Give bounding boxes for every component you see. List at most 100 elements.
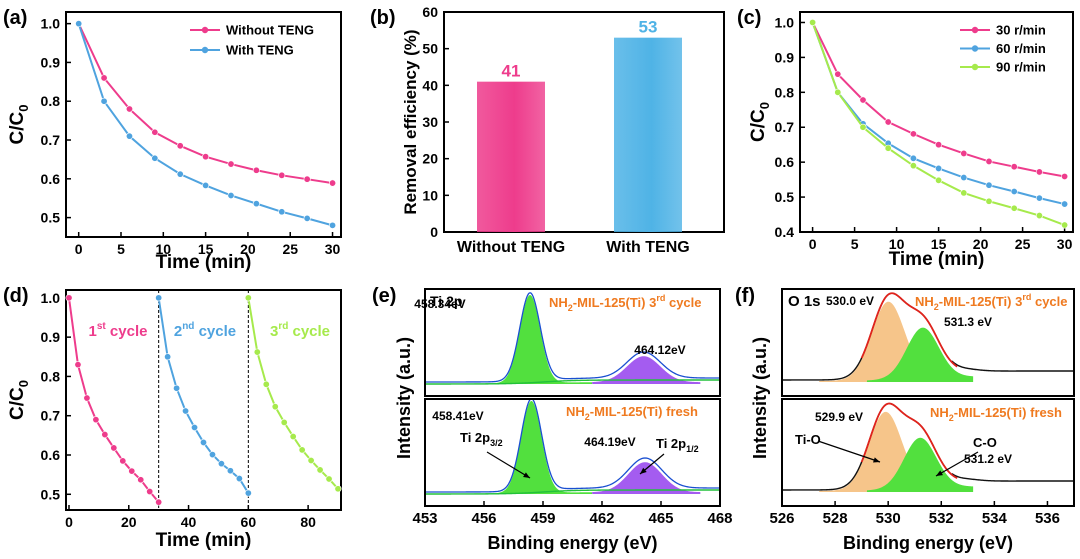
series-c-2-point xyxy=(1010,204,1018,212)
series-d-1-point xyxy=(235,475,243,483)
panel-label: (f) xyxy=(735,285,755,307)
x-tick-label: 456 xyxy=(471,510,496,527)
x-axis-label: Time (min) xyxy=(156,530,252,551)
x-tick-label: 453 xyxy=(412,510,437,527)
peak-ti-2p1-2 xyxy=(592,462,701,494)
peak-assignment-label: Ti 2p1/2 xyxy=(656,436,699,454)
series-d-2-point xyxy=(244,294,252,302)
plot-frame xyxy=(799,11,1074,233)
x-tick-label: 20 xyxy=(240,241,256,257)
y-tick-label: 0.9 xyxy=(775,49,795,65)
panel-b: 0 10 20 30 40 50 60 41 Without TENG 53 With TENG Re… xyxy=(370,4,725,256)
x-tick-label: 532 xyxy=(929,510,954,527)
y-tick-label: 0.9 xyxy=(41,54,61,70)
x-tick-label: 462 xyxy=(589,510,614,527)
series-d-1-point xyxy=(208,451,216,459)
series-c-2-point xyxy=(960,189,968,197)
x-tick-label: 10 xyxy=(889,236,905,252)
fit-envelope xyxy=(425,292,720,383)
series-d-0-point xyxy=(110,444,118,452)
series-c-0-legend-label: 30 r/min xyxy=(996,23,1046,38)
series-c-0-point xyxy=(834,70,842,78)
series-d-2-point xyxy=(289,433,297,441)
y-tick-label: 0.7 xyxy=(775,119,795,135)
x-tick-label: 10 xyxy=(156,241,172,257)
y-tick-label: 20 xyxy=(422,151,438,167)
x-tick-label: 534 xyxy=(982,510,1008,527)
y-axis-label: C/C0 xyxy=(7,380,31,420)
series-d-1-point xyxy=(200,438,208,446)
y-tick-label: 1.0 xyxy=(41,16,61,32)
series-a-1-point xyxy=(151,154,159,162)
series-d-0-point xyxy=(83,394,91,402)
series-d-1-point xyxy=(217,460,225,468)
annotation-arrow xyxy=(817,440,881,463)
sample-label: NH2-MIL-125(Ti) 3rd cycle xyxy=(549,293,702,313)
series-d-1-point xyxy=(226,467,234,475)
x-tick-label: 0 xyxy=(809,236,817,252)
x-tick-label: 15 xyxy=(198,241,214,257)
x-tick-label: 20 xyxy=(973,236,989,252)
series-c-2-legend-marker xyxy=(971,63,979,71)
y-tick-label: 0.7 xyxy=(41,408,61,424)
y-tick-label: 0.6 xyxy=(41,447,61,463)
series-d-1-point xyxy=(155,294,163,302)
x-tick-label: 25 xyxy=(1015,236,1031,252)
sample-label: NH2-MIL-125(Ti) fresh xyxy=(566,404,698,422)
plot-frame xyxy=(781,288,1075,397)
annotation-arrowhead xyxy=(523,472,530,478)
series-d-0-point xyxy=(74,361,82,369)
peak-position-label: 458.41eV xyxy=(432,409,483,423)
series-a-1-point xyxy=(125,132,133,140)
series-d-2-point xyxy=(280,418,288,426)
series-d-2-point xyxy=(253,348,261,356)
annotation-arrowhead xyxy=(936,470,943,476)
series-c-0-point xyxy=(884,118,892,126)
y-tick-label: 0.5 xyxy=(775,189,795,205)
y-tick-label: 0.6 xyxy=(775,154,795,170)
peak-position-label: 530.0 eV xyxy=(826,294,874,308)
series-d-0-point xyxy=(92,416,100,424)
peak-assignment-label: Ti 2p3/2 xyxy=(460,430,503,448)
cycle-label: 2nd cycle xyxy=(174,321,236,340)
y-axis-label: Intensity (a.u.) xyxy=(750,337,770,459)
background-line xyxy=(425,379,720,385)
series-c-0-point xyxy=(1035,168,1043,176)
series-d-2-point xyxy=(307,456,315,464)
series-c-2-point xyxy=(935,176,943,184)
series-d-0-point xyxy=(101,431,109,439)
y-tick-label: 40 xyxy=(422,77,438,93)
panel-label: (b) xyxy=(370,7,396,29)
series-c-0-point xyxy=(935,141,943,149)
y-tick-label: 50 xyxy=(422,41,438,57)
series-d-1-point xyxy=(164,353,172,361)
peak-c-o xyxy=(866,327,974,382)
x-axis-label: Time (min) xyxy=(156,252,252,273)
series-d-2-point xyxy=(298,446,306,454)
x-tick-label: 465 xyxy=(648,510,673,527)
fit-envelope xyxy=(860,402,958,479)
panel-label: (a) xyxy=(3,7,27,29)
series-c-2-point xyxy=(1035,212,1043,220)
series-c-0-point xyxy=(960,149,968,157)
y-axis-label: Removal efficiency (%) xyxy=(401,29,420,214)
x-tick-label: 459 xyxy=(530,510,555,527)
panel-d: 0 20 40 60 80 0.5 0.6 0.7 0.8 0.9 1.0 1st cycle 2nd … xyxy=(3,285,342,551)
x-tick-label: 536 xyxy=(1035,510,1060,527)
x-category-label: With TENG xyxy=(606,239,689,256)
xps-subplot: O 1s 530.0 eV 531.3 eV NH2-MIL-125(Ti) 3rd … xyxy=(781,288,1075,397)
plot-frame xyxy=(781,398,1075,507)
peak-c-o xyxy=(866,437,974,492)
bar-value-label: 53 xyxy=(639,18,658,37)
series-d-1-point xyxy=(244,489,252,497)
series-c-0-legend-marker xyxy=(971,26,979,34)
series-c-2-point xyxy=(985,197,993,205)
series-d-2-point xyxy=(262,380,270,388)
series-c-2-point xyxy=(834,88,842,96)
xps-subplot: 458.34eV 464.12eV Ti 2p NH2-MIL-125(Ti) 3rd… xyxy=(414,288,721,397)
cycle-label: 3rd cycle xyxy=(270,321,330,340)
series-a-1-legend-label: With TENG xyxy=(226,43,294,58)
series-d-0-point xyxy=(155,498,163,506)
series-c-2-point xyxy=(909,162,917,170)
peak-assignment-label: C-O xyxy=(973,435,997,450)
